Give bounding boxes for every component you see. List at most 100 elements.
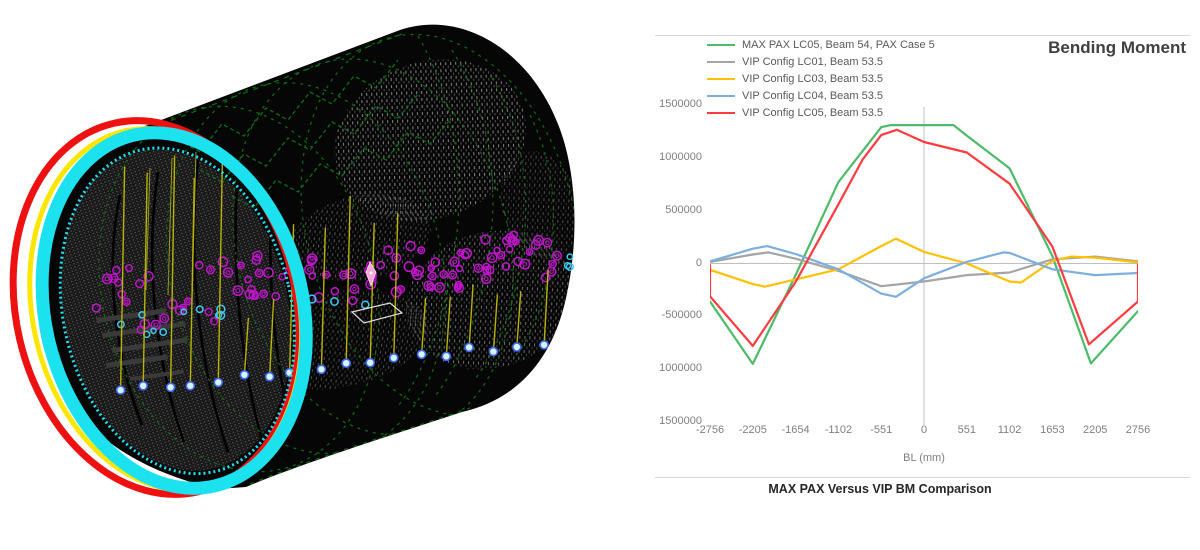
hanger-line	[320, 227, 327, 370]
fastener-circle	[348, 296, 358, 306]
cyan-marker-circle	[566, 253, 574, 261]
fastener-circle-inner	[261, 291, 266, 296]
fastener-circle	[548, 259, 557, 269]
series-line-3	[708, 245, 1140, 298]
cyan-marker-circle	[116, 320, 125, 329]
fastener-circle	[454, 280, 463, 290]
x-tick-3: -1102	[824, 424, 853, 436]
cyan-marker-circle	[216, 310, 226, 320]
hanger-line	[420, 297, 427, 355]
chart-top-border	[655, 35, 1190, 36]
hanger-end-circle	[441, 351, 452, 362]
fastener-circle	[501, 236, 511, 246]
series-line-0	[708, 124, 1140, 365]
hanger-end-circle	[316, 364, 327, 375]
fastener-circle-inner	[208, 267, 213, 272]
hanger-beams	[115, 155, 549, 395]
hanger-end-circle	[115, 385, 126, 395]
fastener-circle	[511, 237, 520, 246]
cyan-marker-circle	[330, 297, 339, 306]
hanger-end-circle	[464, 342, 474, 353]
fastener-circle-inner	[549, 269, 554, 275]
fastener-circle	[251, 255, 262, 266]
fastener-circle	[232, 285, 244, 297]
fastener-circle	[551, 250, 563, 261]
fastener-circle	[434, 281, 446, 293]
fastener-circle	[460, 250, 470, 260]
fastener-circle	[122, 297, 131, 307]
fastener-circle	[455, 264, 464, 273]
cyan-marker-circle	[159, 328, 168, 337]
hanger-end-circle	[388, 352, 399, 363]
fastener-circle	[205, 265, 216, 275]
cyan-inner-ring	[58, 146, 296, 476]
legend-label-2: VIP Config LC03, Beam 53.5	[742, 72, 884, 85]
fastener-circle-inner	[476, 266, 481, 271]
hanger-end-circle	[539, 340, 549, 350]
fastener-circle-inner	[430, 274, 435, 279]
hanger-line	[268, 298, 275, 377]
chart-bottom-border	[655, 477, 1190, 478]
selection-marker	[350, 261, 404, 324]
hanger-line	[369, 222, 375, 363]
cyan-marker-circle	[180, 308, 188, 316]
fastener-circle	[217, 256, 229, 268]
fastener-circle-inner	[550, 262, 555, 266]
legend-swatch-1	[707, 60, 735, 63]
x-axis-title: BL (mm)	[903, 452, 945, 464]
fastener-circle	[125, 264, 134, 273]
fastener-circle	[461, 247, 473, 259]
legend-item-1: VIP Config LC01, Beam 53.5	[707, 53, 935, 70]
fastener-circle-inner	[489, 255, 495, 261]
cyan-marker-circle	[195, 305, 204, 314]
hanger-end-circle	[239, 369, 250, 380]
hanger-line	[189, 177, 195, 386]
plot-area	[708, 105, 1140, 427]
chart-legend: MAX PAX LC05, Beam 54, PAX Case 5 VIP Con…	[707, 36, 935, 121]
fastener-circle	[194, 260, 204, 270]
cyan-marker-circle	[361, 300, 370, 309]
fastener-circle	[405, 240, 416, 252]
fastener-circle	[91, 303, 102, 313]
fastener-circle	[204, 307, 213, 316]
fastener-circle-inner	[186, 299, 190, 304]
fastener-circle	[417, 246, 426, 255]
fastener-circle	[306, 255, 317, 266]
fastener-circle-inner	[545, 240, 550, 245]
plot-canvas	[708, 107, 1140, 425]
fastener-circle-inner	[225, 270, 231, 275]
hanger-line	[468, 284, 474, 348]
fastener-circle	[263, 267, 274, 278]
fastener-circle-inner	[352, 286, 357, 292]
fastener-circle	[427, 264, 436, 272]
fastener-circle	[439, 269, 449, 279]
hanger-end-circle	[138, 380, 148, 391]
series-line-2	[708, 237, 1140, 288]
fastener-circle	[135, 279, 145, 289]
legend-item-3: VIP Config LC04, Beam 53.5	[707, 87, 935, 104]
fastener-circle	[345, 268, 357, 280]
hanger-end-circle	[264, 371, 275, 382]
fastener-circle	[236, 261, 246, 270]
fastener-circle-inner	[341, 272, 346, 278]
fastener-circle	[519, 258, 531, 270]
x-tick-4: -551	[870, 424, 893, 436]
hanger-line	[169, 155, 176, 388]
legend-swatch-0	[707, 43, 735, 46]
fastener-circle-inner	[306, 267, 312, 273]
fastener-circle	[174, 305, 185, 316]
hanger-line	[345, 195, 351, 364]
fastener-circle	[383, 245, 394, 256]
y-tick-3: 0	[695, 256, 702, 269]
fastener-circle	[540, 272, 551, 283]
y-tick-1: 1000000	[659, 150, 702, 163]
fastener-circle	[108, 273, 119, 284]
fastener-circle	[339, 270, 349, 280]
fastener-circle-inner	[522, 261, 528, 267]
x-tick-7: 1102	[997, 424, 1022, 436]
x-tick-0: -2756	[695, 424, 725, 436]
fastener-circle	[247, 284, 256, 294]
cyan-marker-circle	[216, 304, 226, 314]
x-tick-10: 2756	[1125, 424, 1151, 436]
x-tick-1: -2205	[738, 424, 767, 436]
